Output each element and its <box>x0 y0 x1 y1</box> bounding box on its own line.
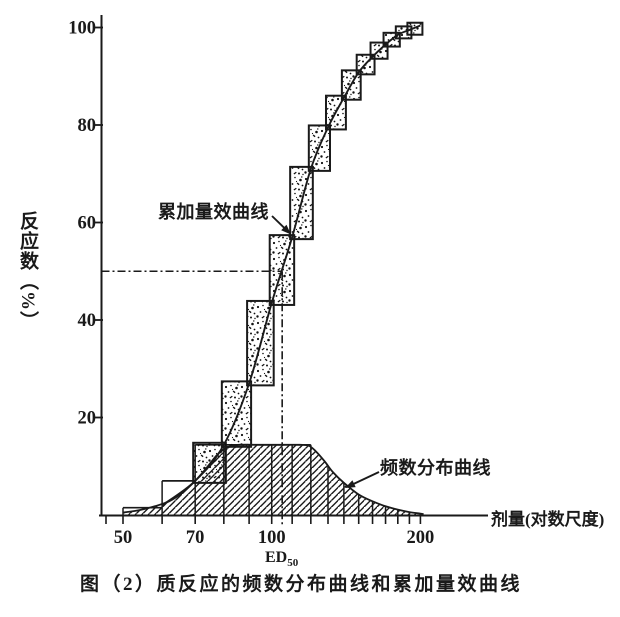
figure-caption: 图（2）质反应的频数分布曲线和累加量效曲线 <box>80 574 523 595</box>
y-axis-label: 反应数（%） <box>17 211 38 331</box>
ed50-label: ED50 <box>265 549 298 569</box>
ed50-text: ED <box>265 549 288 566</box>
annotation-frequency-curve: 频数分布曲线 <box>380 458 491 478</box>
frequency-curve-group <box>122 443 424 516</box>
y-tick-label: 100 <box>68 19 96 39</box>
ed50-subscript: 50 <box>287 557 299 569</box>
frequency-curve <box>122 443 424 516</box>
x-tick-label: 200 <box>407 528 435 548</box>
axes <box>99 15 488 517</box>
cumulative-step-boxes <box>192 21 424 484</box>
x-tick-label: 100 <box>258 528 286 548</box>
annotation-cumulative-curve: 累加量效曲线 <box>158 202 269 222</box>
cumulative-curve-group <box>161 24 421 507</box>
annotation-arrows <box>271 215 380 488</box>
y-tick-label: 80 <box>78 116 97 136</box>
y-tick-label: 40 <box>78 311 97 331</box>
y-tick-label: 20 <box>78 409 97 429</box>
tick-labels: 20 40 60 80 100 50 70 100 200 <box>68 19 434 549</box>
y-tick-label: 60 <box>78 214 97 234</box>
x-tick-label: 50 <box>114 528 133 548</box>
axis-ticks <box>94 26 422 524</box>
cumulative-curve <box>161 24 421 507</box>
x-tick-label: 70 <box>186 528 205 548</box>
x-axis-label: 剂量(对数尺度) <box>491 510 605 529</box>
ed50-guides <box>101 270 283 527</box>
frequency-histogram <box>122 443 424 515</box>
